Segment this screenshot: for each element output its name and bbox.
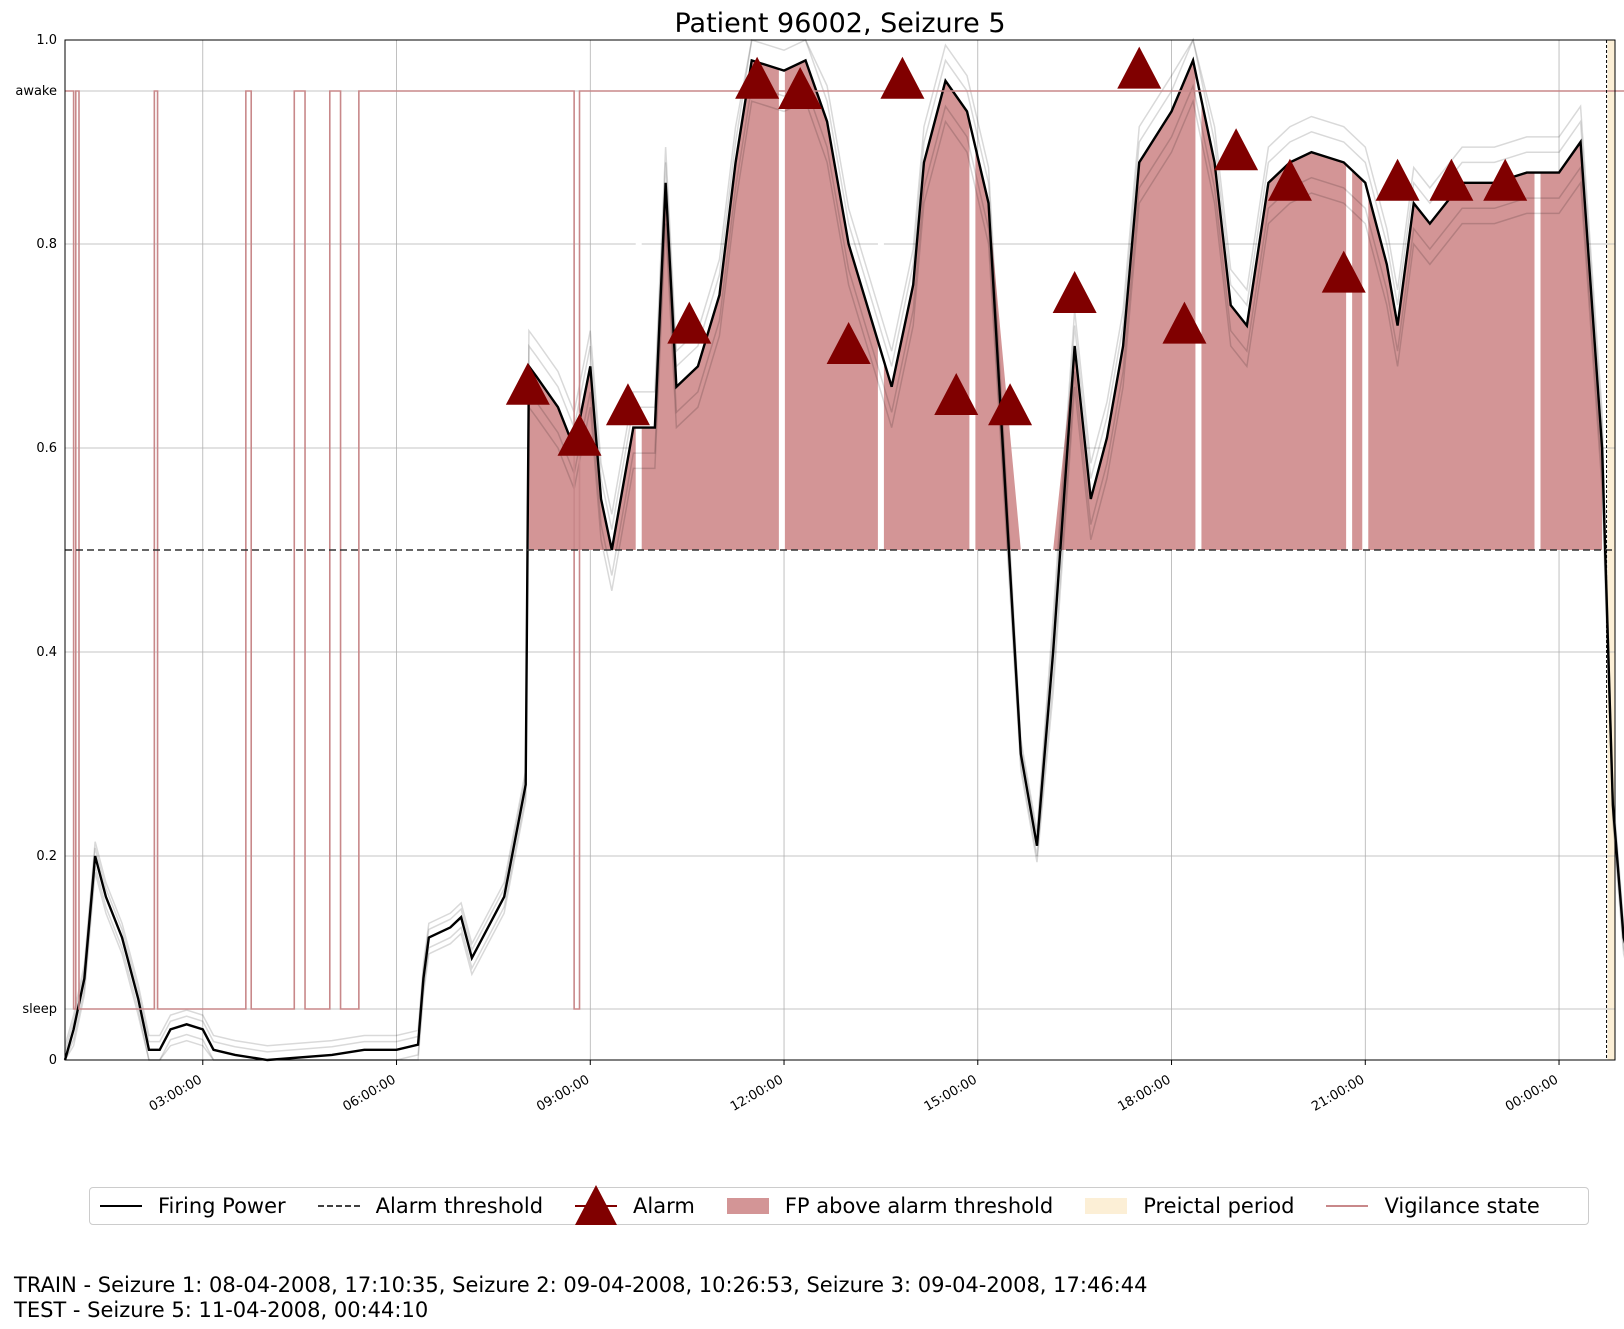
alarm-marker <box>1321 250 1366 293</box>
legend-item-firing-power: Firing Power <box>98 1194 286 1218</box>
legend-item-preictal: Preictal period <box>1083 1194 1294 1218</box>
x-tick-label: 03:00:00 <box>147 1072 205 1114</box>
x-tick-label: 09:00:00 <box>534 1072 592 1114</box>
y-tick-label: 0 <box>49 1053 57 1068</box>
y-tick-label: 0.4 <box>36 645 57 660</box>
alarm-marker <box>557 413 602 456</box>
firing-power-trace <box>64 37 1624 1053</box>
alarm-marker <box>1052 271 1097 313</box>
fill-gap <box>1534 40 1541 550</box>
alarm-marker <box>505 362 550 405</box>
alarm-marker <box>667 301 712 344</box>
y-tick-label: 0.6 <box>36 441 57 456</box>
chart-title: Patient 96002, Seizure 5 <box>674 8 1005 39</box>
legend-vigilance-line-icon <box>1324 1194 1370 1218</box>
x-tick-label: 18:00:00 <box>1115 1072 1173 1114</box>
legend-fill-icon <box>725 1194 771 1218</box>
alarm-marker <box>934 373 979 415</box>
legend-item-alarm: Alarm <box>573 1185 695 1225</box>
fill-gap <box>969 40 976 550</box>
fill-gap <box>778 40 785 550</box>
legend-item-vigilance: Vigilance state <box>1324 1194 1540 1218</box>
fill-gap <box>1362 40 1369 550</box>
legend-line-icon <box>98 1194 144 1218</box>
alarm-marker <box>880 56 925 99</box>
firing-power-line <box>63 56 1624 1062</box>
footer-seizure-info: TRAIN - Seizure 1: 08-04-2008, 17:10:35,… <box>14 1273 1147 1323</box>
legend-item-alarm-threshold: Alarm threshold <box>316 1194 543 1218</box>
x-tick-label: 00:00:00 <box>1503 1072 1561 1114</box>
footer-train: TRAIN - Seizure 1: 08-04-2008, 17:10:35,… <box>14 1273 1148 1297</box>
y-tick-label: 0.8 <box>36 237 57 252</box>
alarm-marker <box>1375 158 1420 201</box>
legend-label: Vigilance state <box>1384 1194 1540 1218</box>
legend-label: FP above alarm threshold <box>784 1194 1054 1218</box>
fp-above-threshold-fill <box>528 60 1603 551</box>
plot-frame <box>64 39 1616 1061</box>
legend-preictal-icon <box>1083 1194 1129 1218</box>
alarm-marker <box>826 322 871 364</box>
legend-item-fp-above: FP above alarm threshold <box>725 1194 1053 1218</box>
footer-test: TEST - Seizure 5: 11-04-2008, 00:44:10 <box>14 1298 429 1322</box>
alarm-marker <box>1214 128 1259 171</box>
fill-gap <box>1195 40 1202 550</box>
legend-label: Firing Power <box>158 1194 286 1218</box>
fill-gap <box>877 40 884 550</box>
legend-dashed-line-icon <box>316 1194 362 1218</box>
y-tick-label: 1.0 <box>36 33 57 48</box>
alarm-triangle-icon <box>573 1185 619 1225</box>
alarm-marker <box>605 383 650 426</box>
legend-label: Preictal period <box>1143 1194 1295 1218</box>
alarm-marker <box>988 383 1033 426</box>
alarm-marker <box>1117 46 1162 89</box>
alarm-marker <box>1267 158 1312 201</box>
alarm-marker <box>1429 158 1474 201</box>
legend-label: Alarm threshold <box>375 1194 544 1218</box>
legend: Firing Power Alarm threshold Alarm FP ab… <box>89 1185 1589 1225</box>
state-tick-label: sleep <box>22 1002 57 1017</box>
alarm-marker <box>1162 301 1207 344</box>
x-tick-label: 06:00:00 <box>340 1072 398 1114</box>
x-tick-label: 21:00:00 <box>1309 1072 1367 1114</box>
legend-label: Alarm <box>633 1194 695 1218</box>
fill-gap <box>1346 40 1353 550</box>
alarm-marker <box>735 56 780 99</box>
y-tick-label: 0.2 <box>36 849 57 864</box>
alarm-marker <box>778 67 823 109</box>
x-tick-label: 15:00:00 <box>922 1072 980 1114</box>
state-tick-label: awake <box>15 84 57 99</box>
vigilance-state-line <box>65 90 1624 1010</box>
alarm-marker <box>1483 158 1528 201</box>
fill-gap <box>635 40 642 550</box>
x-tick-label: 12:00:00 <box>728 1072 786 1114</box>
